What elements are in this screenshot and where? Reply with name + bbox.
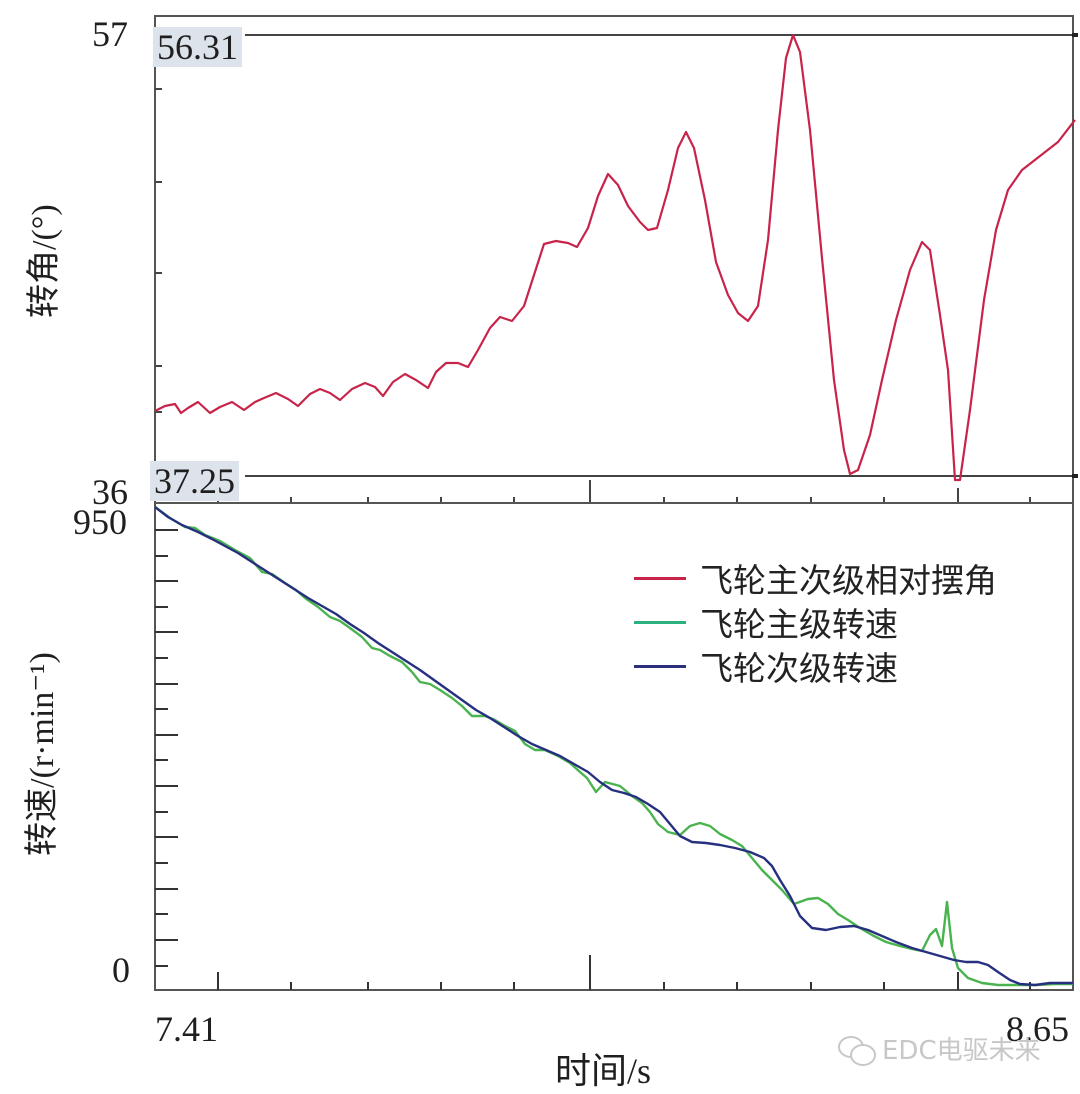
bottom-ymax-label: 950	[73, 502, 127, 542]
x-start-label: 7.41	[155, 1009, 218, 1049]
top-ymax-label: 57	[92, 14, 128, 54]
wechat-icon	[838, 1034, 876, 1066]
legend-item-secondary-speed: 飞轮次级转速	[634, 644, 997, 688]
legend-item-primary-speed: 飞轮主级转速	[634, 600, 997, 644]
legend-label: 飞轮主次级相对摆角	[700, 561, 997, 600]
bottom-panel-frame	[154, 502, 1074, 991]
legend-label: 飞轮次级转速	[700, 649, 898, 688]
watermark-text: EDC电驱未来	[882, 1036, 1041, 1066]
x-end-label: 8.65	[1006, 1009, 1069, 1049]
top-x-ticks	[217, 480, 1031, 503]
ref-low-label: 37.25	[150, 461, 239, 501]
series-secondary-speed	[154, 506, 1073, 987]
bottom-y-ticks	[155, 529, 178, 967]
bottom-ymin-label: 0	[112, 950, 130, 990]
legend-swatch-red	[634, 576, 686, 580]
watermark: EDC电驱未来	[838, 1030, 1041, 1067]
legend-swatch-blue	[634, 664, 686, 668]
legend-item-relative-angle: 飞轮主次级相对摆角	[634, 556, 997, 600]
top-panel-frame	[154, 15, 1074, 504]
x-axis-title: 时间/s	[555, 1051, 652, 1091]
bottom-ylabel: 转速/(r·min⁻¹)	[24, 652, 61, 856]
legend-label: 飞轮主级转速	[700, 605, 898, 644]
top-ymin-label: 36	[92, 472, 128, 512]
legend: 飞轮主次级相对摆角 飞轮主级转速 飞轮次级转速	[634, 556, 997, 688]
legend-swatch-green	[634, 620, 686, 624]
bottom-x-ticks	[217, 955, 1031, 990]
series-relative-angle	[154, 33, 1076, 482]
top-y-ticks	[155, 88, 162, 413]
top-ylabel: 转角/(°)	[26, 204, 63, 318]
ref-high-label: 56.31	[153, 27, 242, 67]
